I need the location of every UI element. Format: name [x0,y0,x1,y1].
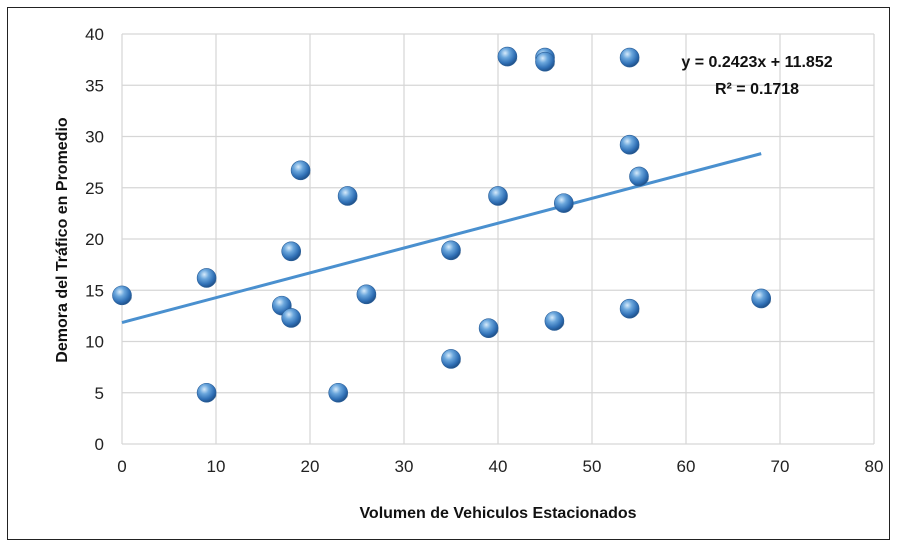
y-tick-label: 0 [95,435,104,454]
data-point [281,308,302,328]
data-point [544,311,565,331]
data-point [328,382,349,403]
gridlines [121,33,875,445]
data-point [112,285,132,306]
y-tick-label: 5 [95,384,104,403]
data-point [488,186,508,206]
data-point [281,241,302,262]
x-tick-label: 80 [865,457,884,476]
data-point [290,160,311,181]
data-points [112,46,772,403]
data-point [196,268,217,288]
x-tick-label: 40 [489,457,508,476]
data-point [441,349,461,369]
data-point [497,46,518,67]
y-axis-title: Demora del Tráfico en Promedio [54,117,71,363]
y-tick-label: 40 [85,25,104,44]
x-tick-label: 10 [207,457,226,476]
x-tick-label: 30 [395,457,414,476]
trendline-equation: y = 0.2423x + 11.852 [681,54,832,71]
x-tick-label: 60 [677,457,696,476]
x-axis-title: Volumen de Vehiculos Estacionados [359,505,636,522]
y-tick-label: 10 [85,333,104,352]
trendline [121,152,762,324]
data-point [356,284,377,305]
x-tick-label: 50 [583,457,602,476]
x-tick-label: 20 [301,457,320,476]
y-tick-label: 35 [85,76,104,95]
y-tick-label: 20 [85,230,104,249]
tick-labels: 0 5 10 15 20 25 30 35 40 0 10 20 30 40 50 60 70 80 [85,25,883,476]
x-tick-label: 70 [771,457,790,476]
data-point [619,47,640,68]
r-squared-value: R² = 0.1718 [715,81,799,98]
data-point [751,288,772,309]
y-tick-label: 15 [85,281,104,300]
chart-frame [7,7,890,540]
data-point [478,318,499,338]
y-tick-label: 25 [85,179,104,198]
data-point [629,166,649,187]
data-point [196,382,217,403]
data-point [441,240,461,261]
data-point [553,193,574,213]
data-point [337,186,358,206]
data-point [535,51,555,72]
data-point [619,134,640,155]
data-point [619,298,640,319]
y-tick-label: 30 [85,128,104,147]
x-tick-label: 0 [117,457,126,476]
trendline-layer [121,152,762,324]
